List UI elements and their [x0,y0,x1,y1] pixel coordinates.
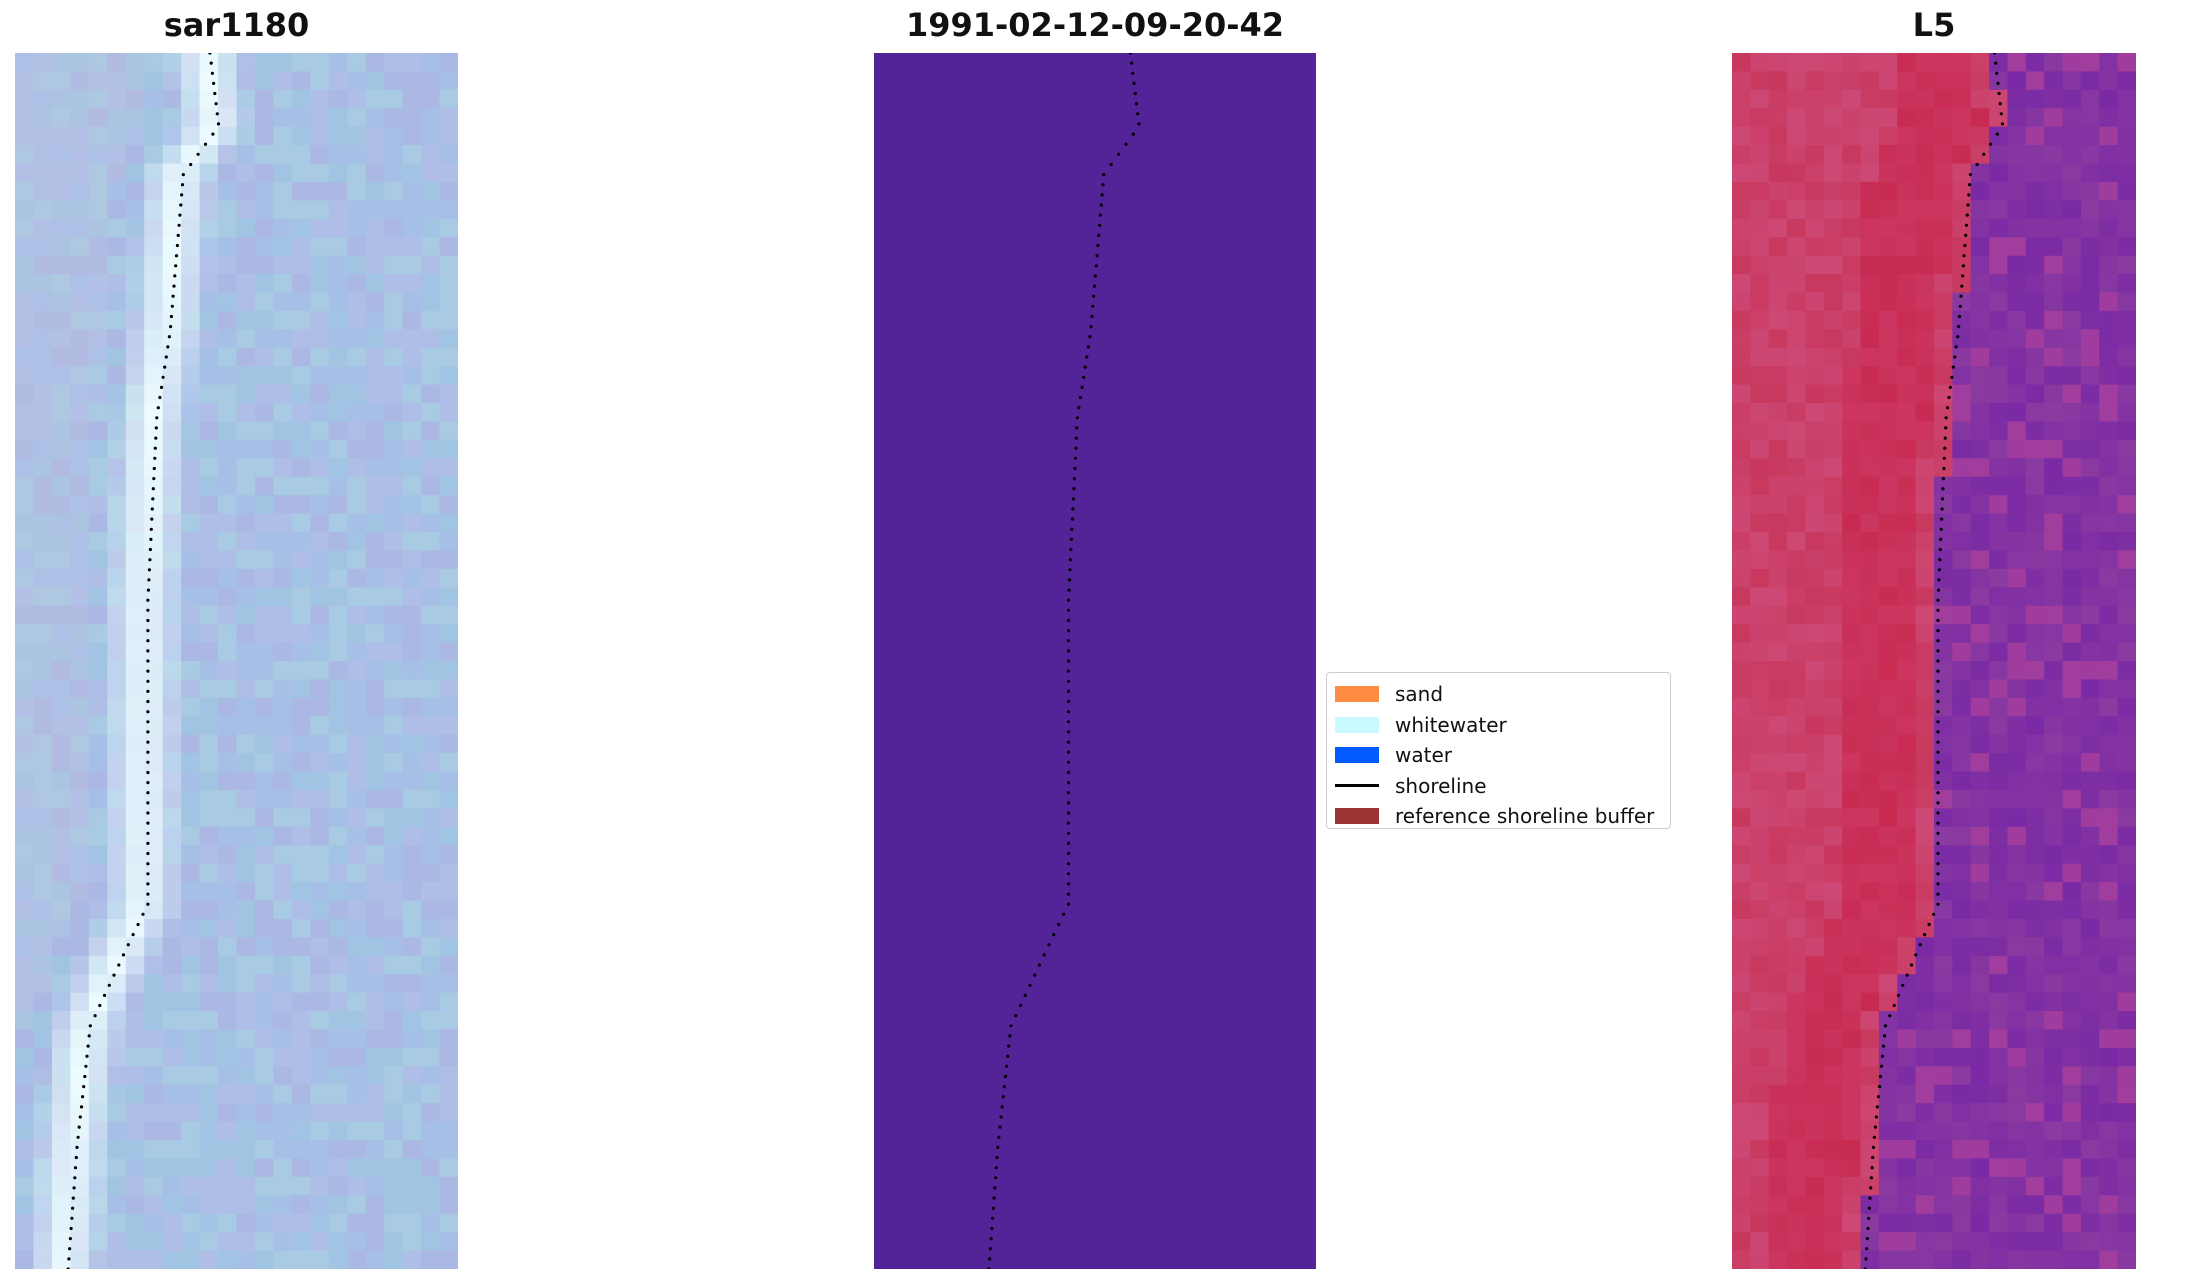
water-swatch-icon [1335,747,1379,764]
legend-label-sand: sand [1395,682,1444,707]
sar-image [15,53,458,1269]
legend-label-whitewater: whitewater [1395,712,1507,737]
panel-title-date: 1991-02-12-09-20-42 [905,6,1285,44]
shoreline-line-icon [1335,784,1379,788]
whitewater-swatch-icon [1335,716,1379,733]
l5-image-panel [1732,53,2136,1269]
sar-image-panel [15,53,458,1269]
legend-item-reference-buffer: reference shoreline buffer [1335,801,1662,832]
reference-buffer-swatch-icon [1335,808,1379,825]
legend-item-sand: sand [1335,679,1662,710]
classification-panel [874,53,1316,1269]
classification-image [874,53,1316,1269]
legend-item-whitewater: whitewater [1335,710,1662,741]
legend-label-water: water [1395,743,1452,768]
legend: sand whitewater water shoreline referenc… [1326,672,1671,829]
legend-item-water: water [1335,740,1662,771]
panel-title-l5: L5 [1912,6,1956,44]
legend-label-shoreline: shoreline [1395,773,1487,798]
panel-title-sar1180: sar1180 [163,6,310,44]
legend-label-reference-buffer: reference shoreline buffer [1395,804,1655,829]
sand-swatch-icon [1335,686,1379,703]
legend-item-shoreline: shoreline [1335,771,1662,802]
l5-image [1732,53,2136,1269]
